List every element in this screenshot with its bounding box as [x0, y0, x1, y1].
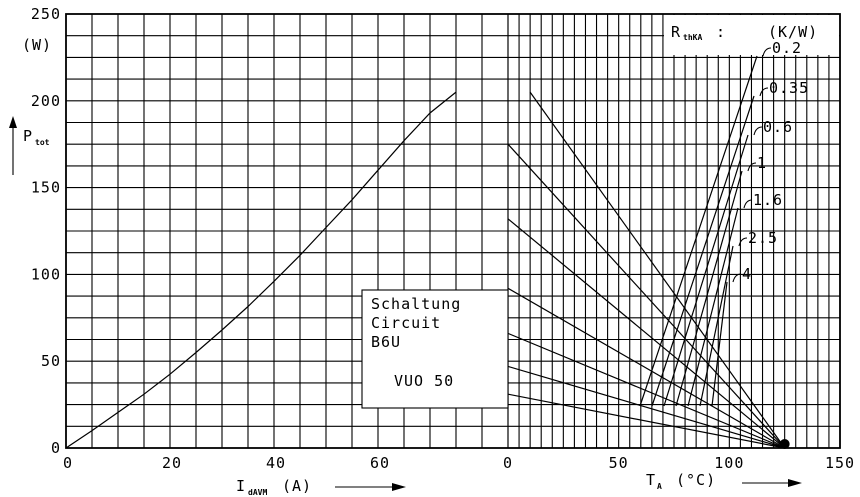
rthka-line-0.2 — [639, 55, 758, 407]
legend-entry: 1.6 — [753, 191, 783, 209]
legend-entry: 0.6 — [763, 118, 793, 136]
y-axis-label-sub: tot — [35, 138, 50, 147]
legend-entry: 1 — [757, 154, 767, 172]
x-tick-label-right: 100 — [714, 454, 744, 472]
rthka-line-0.6 — [663, 134, 749, 407]
ambient-line-rthka-2.5 — [507, 365, 785, 449]
curves — [65, 55, 790, 449]
annotation-schaltung: Schaltung — [371, 295, 461, 313]
legend-leader — [753, 126, 763, 136]
circuit-label-box — [361, 289, 509, 409]
legend-unit: (K/W) — [768, 23, 818, 41]
x-axis-label-right-unit: (°C) — [676, 471, 716, 489]
legend-leader — [743, 199, 753, 209]
legend-title-colon: : — [716, 23, 726, 41]
y-tick-label: 150 — [31, 179, 61, 197]
ambient-line-rthka-1 — [507, 287, 785, 449]
x-tick-label-left: 60 — [370, 454, 390, 472]
annotation-circuit: Circuit — [371, 314, 441, 332]
x-axis-label-right-sub: A — [657, 482, 662, 491]
x-tick-label-left: 40 — [266, 454, 286, 472]
rthka-line-1.6 — [687, 207, 739, 407]
plot-frame — [65, 13, 841, 449]
y-unit-label: (W) — [22, 36, 52, 54]
y-tick-label: 100 — [31, 265, 61, 283]
x-axis-label-left-unit: (A) — [282, 477, 312, 495]
ambient-line-rthka-0.2 — [529, 91, 786, 449]
legend-leader — [732, 273, 742, 283]
y-tick-label: 0 — [51, 439, 61, 457]
x-tick-label-right: 50 — [609, 454, 629, 472]
legend-title: R — [671, 23, 681, 41]
y-tick-label: 50 — [41, 352, 61, 370]
rthka-line-4 — [711, 281, 728, 407]
legend-entry: 0.2 — [772, 39, 802, 57]
x-tick-label-left: 0 — [63, 454, 73, 472]
legend-entry: 0.35 — [769, 79, 809, 97]
y-axis-label: P — [23, 127, 33, 145]
labels: 0 50 100 150 200 250 0 20 40 60 0 50 100 150 (W) P tot I d… — [9, 5, 855, 497]
x-axis-label-left: I — [236, 477, 246, 495]
legend-leader — [759, 87, 769, 97]
rthka-line-0.35 — [651, 95, 755, 407]
legend-entry: 2.5 — [748, 229, 778, 247]
legend-title-sub: thKA — [683, 33, 702, 42]
convergence-point — [779, 439, 790, 449]
ambient-line-rthka-4 — [507, 393, 785, 449]
legend-leader — [747, 162, 757, 172]
y-tick-label: 250 — [31, 5, 61, 23]
rthka-line-2.5 — [699, 245, 734, 407]
ambient-line-rthka-1.6 — [507, 332, 785, 449]
annotation-b6u: B6U — [371, 333, 401, 351]
x-tick-label-left: 20 — [162, 454, 182, 472]
y-tick-label: 200 — [31, 92, 61, 110]
annotation-model: VUO 50 — [394, 372, 454, 390]
grid — [65, 13, 841, 449]
legend-leader — [738, 237, 748, 247]
y-axis-arrow-head — [9, 116, 17, 128]
legend-leader — [762, 47, 772, 57]
x-axis-label-right: T — [646, 471, 656, 489]
ambient-line-rthka-0.35 — [507, 143, 786, 449]
legend-header-box — [664, 15, 839, 55]
rthka-line-1 — [675, 170, 743, 407]
x-tick-label-right: 0 — [503, 454, 513, 472]
power-loss-curve — [65, 91, 457, 449]
x-axis-label-left-sub: dAVM — [248, 488, 267, 497]
x-tick-label-right: 150 — [825, 454, 855, 472]
ambient-line-rthka-0.6 — [507, 218, 786, 449]
x-axis-arrow-right-head — [788, 479, 802, 487]
x-axis-arrow-left-head — [392, 483, 406, 491]
legend-entry: 4 — [742, 265, 752, 283]
